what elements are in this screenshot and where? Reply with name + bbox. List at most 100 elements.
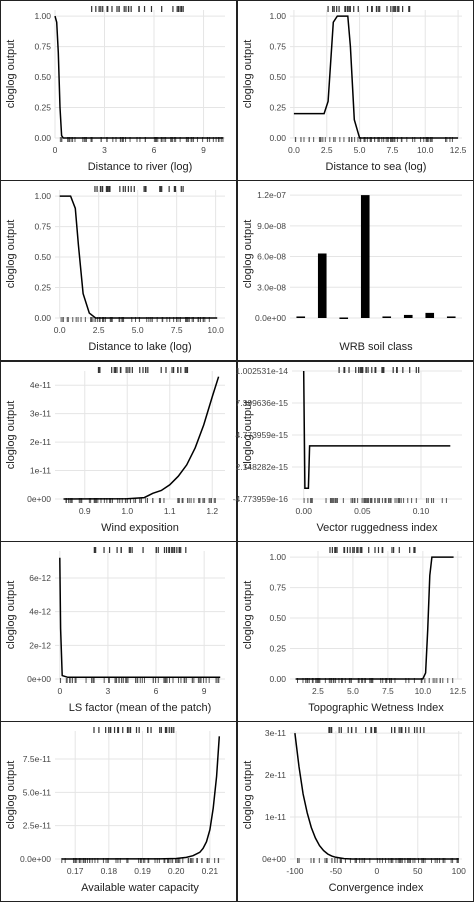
y-tick-label: 1.00 (34, 191, 51, 201)
x-tick-label: 5.0 (347, 686, 359, 696)
x-tick-label: 3 (102, 145, 107, 155)
x-tick-label: 0.19 (134, 866, 151, 876)
x-tick-label: 1.0 (121, 506, 133, 516)
x-tick-label: 7.5 (382, 686, 394, 696)
bar (446, 316, 456, 318)
bar (317, 253, 327, 318)
x-tick-label: 2.5 (321, 145, 333, 155)
response-curve (59, 557, 221, 679)
panel-frame (237, 180, 474, 361)
bar (296, 316, 306, 318)
y-tick-label: 1e-11 (265, 812, 286, 822)
y-tick-label: 6e-12 (29, 573, 51, 583)
x-axis-label: WRB soil class (339, 341, 413, 353)
response-curve (295, 556, 454, 680)
y-axis-label: cloglog output (5, 401, 17, 470)
y-axis-label: cloglog output (242, 761, 254, 830)
x-tick-label: 1.1 (164, 506, 176, 516)
y-tick-label: 2.148282e-15 (236, 462, 289, 472)
response-curve (293, 15, 459, 139)
panel-8: cloglog output Topographic Wetness Index 0… (237, 541, 474, 722)
y-axis-label: cloglog output (5, 40, 17, 109)
y-axis-label: cloglog output (242, 401, 254, 470)
y-tick-label: 1.00 (269, 552, 286, 562)
x-tick-label: 2.5 (93, 325, 105, 335)
panel-frame (0, 721, 237, 902)
x-axis-label: Distance to lake (log) (88, 341, 191, 353)
x-tick-label: 0.21 (202, 866, 219, 876)
x-tick-label: 6 (152, 145, 157, 155)
y-axis-label: cloglog output (242, 40, 254, 109)
y-tick-label: 1e-11 (30, 466, 51, 476)
x-tick-label: 0.05 (354, 506, 371, 516)
x-tick-label: 10.0 (417, 145, 434, 155)
y-tick-label: 6.0e-08 (257, 252, 286, 262)
y-tick-label: 0e+00 (262, 854, 286, 864)
y-tick-label: 0.0e+00 (255, 313, 286, 323)
y-tick-label: 5.0e-11 (23, 787, 51, 797)
x-tick-label: 12.5 (450, 145, 467, 155)
y-tick-label: 2e-12 (29, 640, 51, 650)
x-axis-label: Wind exposition (101, 522, 179, 534)
x-tick-label: 0 (374, 866, 379, 876)
panel-7: cloglog output LS factor (mean of the pat… (0, 541, 237, 722)
x-tick-label: 3 (106, 686, 111, 696)
y-tick-label: 1.002531e-14 (236, 366, 289, 376)
y-tick-label: 0.75 (34, 222, 51, 232)
x-tick-label: 0 (57, 686, 62, 696)
y-tick-label: 0.00 (269, 133, 286, 143)
x-tick-label: 10.0 (415, 686, 432, 696)
x-axis-label: Vector ruggedness index (316, 522, 438, 534)
y-tick-label: 0.25 (269, 644, 286, 654)
y-tick-label: 0.25 (269, 103, 286, 113)
y-tick-label: 2.5e-11 (23, 821, 51, 831)
y-tick-label: 3e-11 (265, 728, 286, 738)
y-tick-label: 7.399636e-15 (236, 398, 289, 408)
bar (360, 195, 370, 318)
y-tick-label: 7.5e-11 (23, 754, 51, 764)
panel-10: cloglog output Convergence index 0e+00 1e-1… (237, 721, 474, 902)
response-curve (294, 733, 459, 860)
y-tick-label: -4.773959e-16 (233, 494, 289, 504)
bar (339, 317, 349, 319)
y-axis-label: cloglog output (242, 220, 254, 289)
x-tick-label: 7.5 (386, 145, 398, 155)
y-tick-label: 3e-11 (30, 409, 51, 419)
panel-6: cloglog output Vector ruggedness index -4.… (233, 361, 474, 542)
x-tick-label: 7.5 (171, 325, 183, 335)
x-axis-label: Available water capacity (81, 882, 199, 894)
x-tick-label: 0.10 (413, 506, 430, 516)
x-tick-label: 0.00 (295, 506, 312, 516)
y-tick-label: 4e-12 (29, 607, 51, 617)
y-axis-label: cloglog output (5, 220, 17, 289)
y-tick-label: 0.50 (34, 72, 51, 82)
bar (425, 312, 435, 318)
x-tick-label: 6 (154, 686, 159, 696)
y-tick-label: 0.75 (34, 42, 51, 52)
y-axis-label: cloglog output (242, 581, 254, 650)
y-tick-label: 9.0e-08 (257, 221, 286, 231)
x-tick-label: 0 (53, 145, 58, 155)
x-tick-label: 0.9 (79, 506, 91, 516)
x-tick-label: 0.0 (288, 145, 300, 155)
panel-4: cloglog output WRB soil class 0.0e+00 3.0e-… (237, 180, 474, 361)
x-axis-label: Distance to sea (log) (326, 161, 427, 173)
panel-frame (0, 180, 237, 361)
y-tick-label: 0e+00 (27, 674, 51, 684)
y-tick-label: 4.773959e-15 (236, 430, 289, 440)
x-tick-label: -50 (330, 866, 343, 876)
y-tick-label: 3.0e-08 (257, 282, 286, 292)
y-tick-label: 0.50 (269, 72, 286, 82)
y-axis-label: cloglog output (5, 761, 17, 830)
panel-1: cloglog output Distance to river (log) 0.0… (0, 0, 237, 181)
y-tick-label: 2e-11 (30, 437, 51, 447)
y-tick-label: 0.50 (269, 613, 286, 623)
y-tick-label: 1.2e-07 (257, 190, 286, 200)
x-tick-label: -100 (286, 866, 303, 876)
response-curve (61, 736, 221, 860)
x-tick-label: 12.5 (450, 686, 467, 696)
